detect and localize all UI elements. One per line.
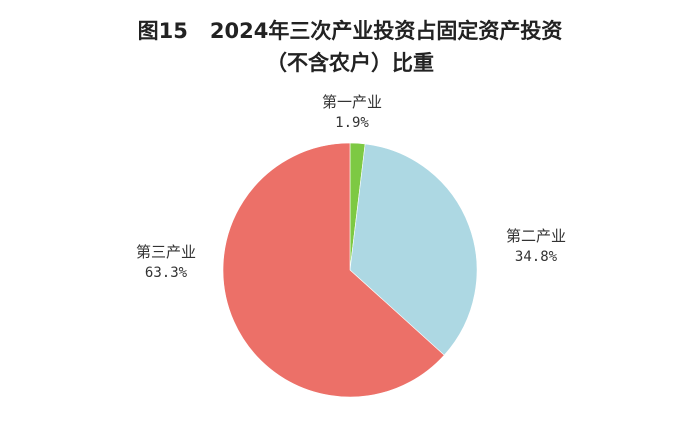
slice-label-secondary: 第二产业 (505, 227, 566, 245)
slice-label-primary: 第一产业 (321, 93, 382, 111)
chart-title-line1: 2024年三次产业投资占固定资产投资 (209, 19, 563, 43)
label-tertiary-industry: 第三产业 63.3% (124, 242, 208, 284)
slice-value-secondary: 34.8% (514, 249, 558, 265)
label-primary-industry: 第一产业 1.9% (310, 92, 394, 134)
slice-tertiary-industry (222, 142, 445, 398)
slice-secondary-industry (349, 143, 478, 356)
slice-value-primary: 1.9% (335, 115, 369, 131)
slice-value-tertiary: 63.3% (144, 265, 188, 281)
chart-title: 图15 2024年三次产业投资占固定资产投资 (0, 16, 700, 46)
figure-number: 图15 (137, 19, 188, 43)
chart-title-line2: （不含农户）比重 (266, 51, 434, 75)
slice-label-tertiary: 第三产业 (135, 243, 196, 261)
label-secondary-industry: 第二产业 34.8% (494, 226, 578, 268)
